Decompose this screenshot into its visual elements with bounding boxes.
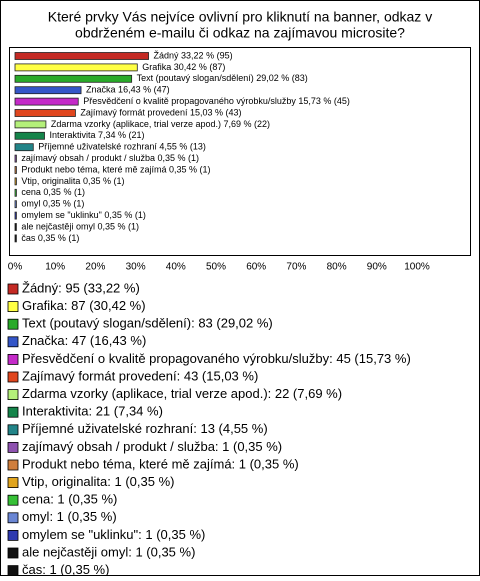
x-tick-label: 60% [246,262,266,273]
bar [14,120,47,129]
bar [14,166,17,174]
legend-swatch [7,353,19,365]
legend-label: Příjemné uživatelské rozhraní: 13 (4,55 … [22,421,268,436]
data-label: Interaktivita 7,34 % (21) [50,130,145,140]
bar [14,86,82,95]
legend-label: Značka: 47 (16,43 %) [22,333,146,348]
x-tick-label: 50% [206,262,226,273]
bar [14,109,76,117]
data-label: Přesvědčení o kvalitě propagovaného výro… [83,96,350,106]
data-label: Text (poutavý slogan/sdělení) 29,02 % (8… [137,73,308,83]
legend-label: ale nejčastěji omyl: 1 (0,35 %) [22,544,195,559]
legend-swatch [7,459,19,471]
legend-swatch [7,565,19,576]
chart-title: obdrženém e-mailu či odkaz na zajímavou … [75,25,405,41]
legend-label: Zajímavý formát provedení: 43 (15,03 %) [22,368,258,383]
legend-label: Žádný: 95 (33,22 %) [22,280,140,295]
bar [14,223,17,231]
legend-swatch [7,512,19,524]
data-label: Vtip, originalita 0,35 % (1) [21,176,124,186]
legend-label: Produkt nebo téma, které mě zajímá: 1 (0… [22,456,299,471]
data-label: Žádný 33,22 % (95) [154,50,233,60]
x-tick-label: 80% [327,262,347,273]
bar [14,74,133,83]
legend-label: omyl: 1 (0,35 %) [22,509,117,524]
x-tick-label: 100% [404,262,430,273]
bar [14,143,34,152]
legend-swatch [7,494,19,506]
legend-swatch [7,547,19,559]
legend-label: Grafika: 87 (30,42 %) [22,298,146,313]
data-label: Grafika 30,42 % (87) [142,62,225,72]
bar [14,131,45,140]
bar [14,52,149,60]
legend-swatch [7,389,19,401]
x-tick-label: 90% [367,262,387,273]
legend-swatch [7,336,19,348]
legend-swatch [7,530,19,541]
data-label: omyl 0,35 % (1) [21,199,84,209]
data-label: Zdarma vzorky (aplikace, trial verze apo… [51,119,270,129]
data-label: omylem se "uklinku" 0,35 % (1) [21,210,145,220]
bar [14,177,17,186]
legend-swatch [7,477,19,489]
legend-label: Vtip, originalita: 1 (0,35 %) [22,474,174,489]
legend-label: Text (poutavý slogan/sdělení): 83 (29,02… [22,316,273,331]
x-tick-label: 70% [286,262,306,273]
data-label: Příjemné uživatelské rozhraní 4,55 % (13… [38,142,206,152]
legend-label: Zdarma vzorky (aplikace, trial verze apo… [22,386,342,401]
x-tick-label: 40% [166,262,186,273]
legend-swatch [7,318,19,330]
plot-area [9,47,471,256]
legend-label: čas: 1 (0,35 %) [22,562,109,576]
legend-swatch [7,441,19,453]
x-tick-label: 20% [85,262,105,273]
bar [14,234,17,243]
bar [14,188,17,197]
bar [14,97,79,106]
data-label: cena 0,35 % (1) [21,187,85,197]
data-label: ale nejčastěji omyl 0,35 % (1) [21,221,139,231]
legend-swatch [7,406,19,418]
legend-swatch [7,371,19,383]
x-tick-label: 0% [8,262,23,273]
x-tick-label: 30% [126,262,146,273]
data-label: Značka 16,43 % (47) [86,85,170,95]
bar [14,211,17,220]
chart-title: Které prvky Vás nejvíce ovlivní pro klik… [48,9,432,25]
bar [14,63,138,72]
legend-label: cena: 1 (0,35 %) [22,492,117,507]
data-label: Produkt nebo téma, které mě zajímá 0,35 … [21,164,210,174]
data-label: zajímavý obsah / produkt / služba 0,35 %… [21,153,199,163]
bar [14,154,17,163]
legend-swatch [7,301,19,313]
legend-swatch [7,424,19,436]
bar [14,200,17,209]
data-label: čas 0,35 % (1) [21,233,79,243]
legend-label: omylem se "uklinku": 1 (0,35 %) [22,527,205,542]
data-label: Zajímavý formát provedení 15,03 % (43) [80,107,241,117]
legend-label: zajímavý obsah / produkt / služba: 1 (0,… [22,439,282,454]
legend-swatch [7,283,19,295]
legend-label: Přesvědčení o kvalitě propagovaného výro… [22,351,411,366]
legend-label: Interaktivita: 21 (7,34 %) [22,404,163,419]
x-tick-label: 10% [45,262,65,273]
